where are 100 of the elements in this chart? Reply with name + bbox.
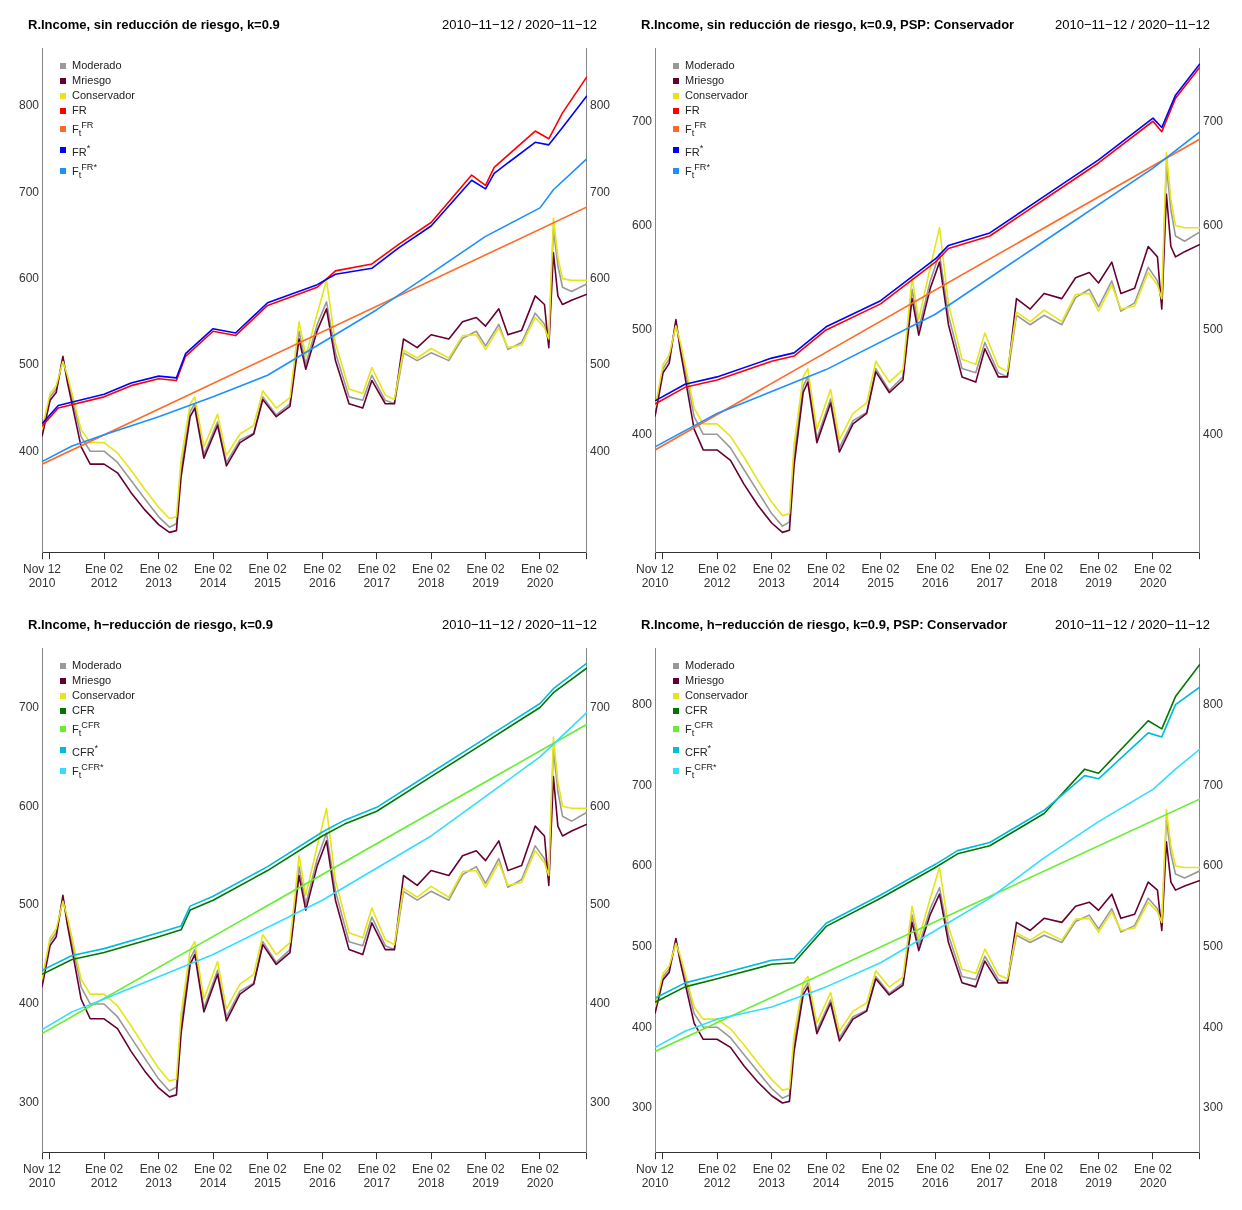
y-tick-label: 700	[631, 777, 653, 792]
legend-label: Moderado	[685, 58, 735, 73]
legend-label: FR$^{*}$	[72, 141, 91, 160]
y-tick-label: 800	[18, 98, 40, 113]
legend-label: CFR$^{*}$	[685, 741, 712, 760]
y-tick-label: 400	[631, 426, 653, 441]
y-tick-label: 400	[18, 996, 40, 1011]
y-tick-label: 700	[18, 184, 40, 199]
x-tick-label: Ene 02 2019	[466, 561, 505, 591]
x-tick-label: Ene 02 2017	[357, 1161, 397, 1191]
x-tick-label: Ene 02 2020	[1133, 1161, 1173, 1191]
x-tick-label: Ene 02 2012	[698, 1161, 737, 1191]
legend-label: FR$^{*}$	[685, 141, 704, 160]
y-tick-label: 400	[631, 1019, 653, 1034]
x-tick-label: Ene 02 2020	[1133, 561, 1173, 591]
chart-title: R.Income, h−reducción de riesgo, k=0.9	[28, 616, 273, 632]
x-tick-label: Ene 02 2017	[970, 1161, 1010, 1191]
y-tick-label: 500	[631, 938, 653, 953]
y2-tick-label: 800	[589, 98, 611, 113]
chart-subtitle: 2010−11−12 / 2020−11−12	[1055, 16, 1210, 32]
chart-title: R.Income, sin reducción de riesgo, k=0.9, PSP: Conservador	[641, 16, 1015, 32]
x-tick-label: Ene 02 2018	[1025, 561, 1064, 591]
legend-label: Moderado	[72, 58, 122, 73]
legend-label: Conservador	[685, 688, 748, 703]
y-tick-label: 500	[18, 357, 40, 372]
x-tick-label: Ene 02 2014	[807, 561, 846, 591]
chart-subtitle: 2010−11−12 / 2020−11−12	[442, 16, 597, 32]
y2-tick-label: 400	[589, 996, 611, 1011]
y2-tick-label: 700	[589, 184, 611, 199]
x-tick-label: Ene 02 2013	[139, 561, 179, 591]
y-tick-label: 300	[18, 1095, 40, 1110]
y2-tick-label: 500	[589, 897, 611, 912]
x-tick-label: Ene 02 2015	[248, 561, 287, 591]
legend-label: CFR	[685, 703, 708, 718]
chart-subtitle: 2010−11−12 / 2020−11−12	[1055, 616, 1210, 632]
x-tick-label: Ene 02 2012	[85, 561, 124, 591]
x-tick-label: Ene 02 2017	[357, 561, 397, 591]
legend-label: FR	[72, 103, 87, 118]
y2-tick-label: 700	[1202, 777, 1224, 792]
x-tick-label: Ene 02 2014	[194, 1161, 233, 1191]
legend-label: Conservador	[72, 688, 135, 703]
chart-title: R.Income, sin reducción de riesgo, k=0.9	[28, 16, 280, 32]
y2-tick-label: 600	[589, 270, 611, 285]
y-tick-label: 700	[18, 699, 40, 714]
x-tick-label: Ene 02 2018	[412, 1161, 451, 1191]
legend-label: CFR	[72, 703, 95, 718]
x-tick-label: Ene 02 2012	[698, 561, 737, 591]
x-tick-label: Nov 12 2010	[23, 1161, 62, 1191]
x-tick-label: Ene 02 2013	[752, 1161, 792, 1191]
legend-label: FR	[685, 103, 700, 118]
legend-label: Moderado	[72, 658, 122, 673]
y2-tick-label: 600	[1202, 858, 1224, 873]
y-tick-label: 600	[18, 798, 40, 813]
y-tick-label: 700	[631, 113, 653, 128]
x-tick-label: Ene 02 2018	[412, 561, 451, 591]
y2-tick-label: 500	[1202, 322, 1224, 337]
x-tick-label: Ene 02 2015	[248, 1161, 287, 1191]
x-tick-label: Ene 02 2013	[752, 561, 792, 591]
y-tick-label: 400	[18, 443, 40, 458]
y2-tick-label: 400	[1202, 426, 1224, 441]
x-tick-label: Ene 02 2019	[1079, 561, 1118, 591]
y2-tick-label: 800	[1202, 696, 1224, 711]
y-tick-label: 300	[631, 1100, 653, 1115]
y2-tick-label: 700	[1202, 113, 1224, 128]
x-tick-label: Ene 02 2019	[1079, 1161, 1118, 1191]
legend-label: Mriesgo	[72, 73, 112, 88]
y2-tick-label: 600	[1202, 217, 1224, 232]
x-tick-label: Ene 02 2016	[303, 561, 342, 591]
y2-tick-label: 500	[1202, 938, 1224, 953]
x-tick-label: Nov 12 2010	[636, 561, 675, 591]
y2-tick-label: 600	[589, 798, 611, 813]
y2-tick-label: 500	[589, 357, 611, 372]
x-tick-label: Ene 02 2012	[85, 1161, 124, 1191]
y2-tick-label: 300	[589, 1095, 611, 1110]
legend-label: Conservador	[72, 88, 135, 103]
y2-tick-label: 400	[1202, 1019, 1224, 1034]
legend-label: Mriesgo	[685, 73, 725, 88]
legend-label: Mriesgo	[685, 673, 725, 688]
legend-label: Conservador	[685, 88, 748, 103]
chart-subtitle: 2010−11−12 / 2020−11−12	[442, 616, 597, 632]
x-tick-label: Ene 02 2013	[139, 1161, 179, 1191]
y-tick-label: 500	[18, 897, 40, 912]
legend-label: Moderado	[685, 658, 735, 673]
x-tick-label: Ene 02 2020	[520, 561, 560, 591]
x-tick-label: Ene 02 2015	[861, 1161, 900, 1191]
y-tick-label: 600	[631, 217, 653, 232]
x-tick-label: Ene 02 2019	[466, 1161, 505, 1191]
y2-tick-label: 300	[1202, 1100, 1224, 1115]
x-tick-label: Ene 02 2020	[520, 1161, 560, 1191]
legend-label: CFR$^{*}$	[72, 741, 99, 760]
x-tick-label: Nov 12 2010	[23, 561, 62, 591]
x-tick-label: Ene 02 2016	[916, 561, 955, 591]
y2-tick-label: 400	[589, 443, 611, 458]
y-tick-label: 500	[631, 322, 653, 337]
x-tick-label: Ene 02 2016	[916, 1161, 955, 1191]
chart-title: R.Income, h−reducción de riesgo, k=0.9, PSP: Conservador	[641, 616, 1008, 632]
y-tick-label: 600	[18, 270, 40, 285]
x-tick-label: Ene 02 2016	[303, 1161, 342, 1191]
x-tick-label: Ene 02 2017	[970, 561, 1010, 591]
x-tick-label: Ene 02 2014	[194, 561, 233, 591]
